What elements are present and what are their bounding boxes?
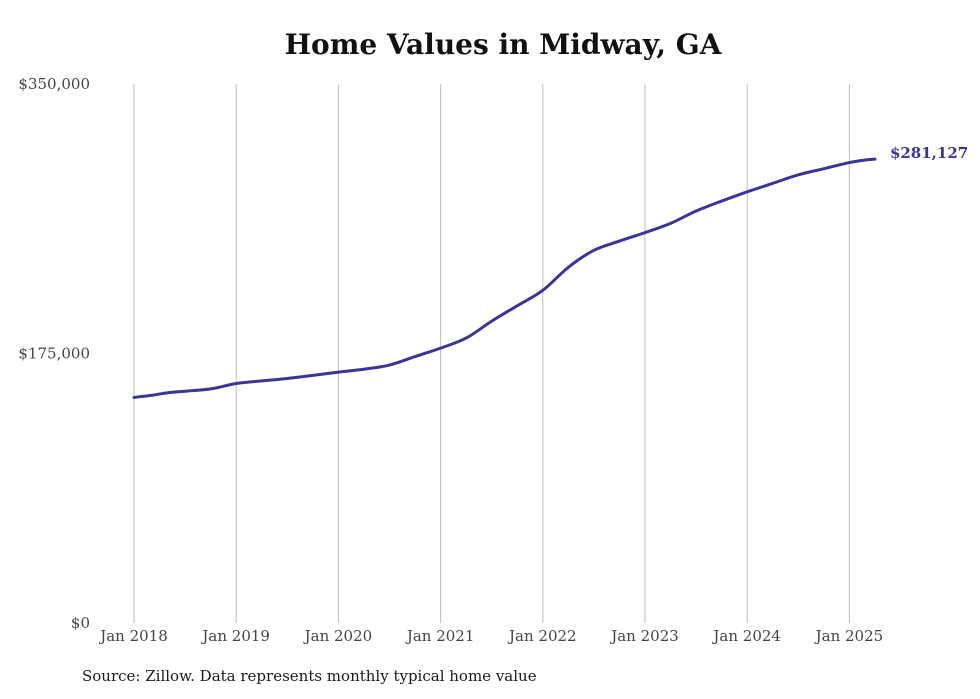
x-tick-label: Jan 2019 — [200, 627, 270, 645]
x-tick-label: Jan 2018 — [98, 627, 168, 645]
y-axis-tick-labels: $0 $175,000 $350,000 — [18, 75, 90, 632]
x-tick-label: Jan 2023 — [609, 627, 679, 645]
x-tick-label: Jan 2020 — [303, 627, 373, 645]
gridlines — [133, 84, 850, 623]
series-line-home-value — [132, 157, 877, 399]
chart-title: Home Values in Midway, GA — [284, 28, 722, 61]
x-tick-label: Jan 2022 — [507, 627, 577, 645]
x-tick-label: Jan 2025 — [814, 627, 884, 645]
y-tick-label: $350,000 — [18, 75, 90, 93]
y-tick-label: $0 — [71, 614, 90, 632]
source-note: Source: Zillow. Data represents monthly … — [82, 667, 537, 685]
x-tick-label: Jan 2024 — [711, 627, 781, 645]
end-value-label: $281,127 — [890, 144, 968, 162]
x-axis-tick-labels: Jan 2018 Jan 2019 Jan 2020 Jan 2021 Jan 2022… — [98, 627, 883, 645]
x-tick-label: Jan 2021 — [405, 627, 475, 645]
y-tick-label: $175,000 — [18, 345, 90, 363]
